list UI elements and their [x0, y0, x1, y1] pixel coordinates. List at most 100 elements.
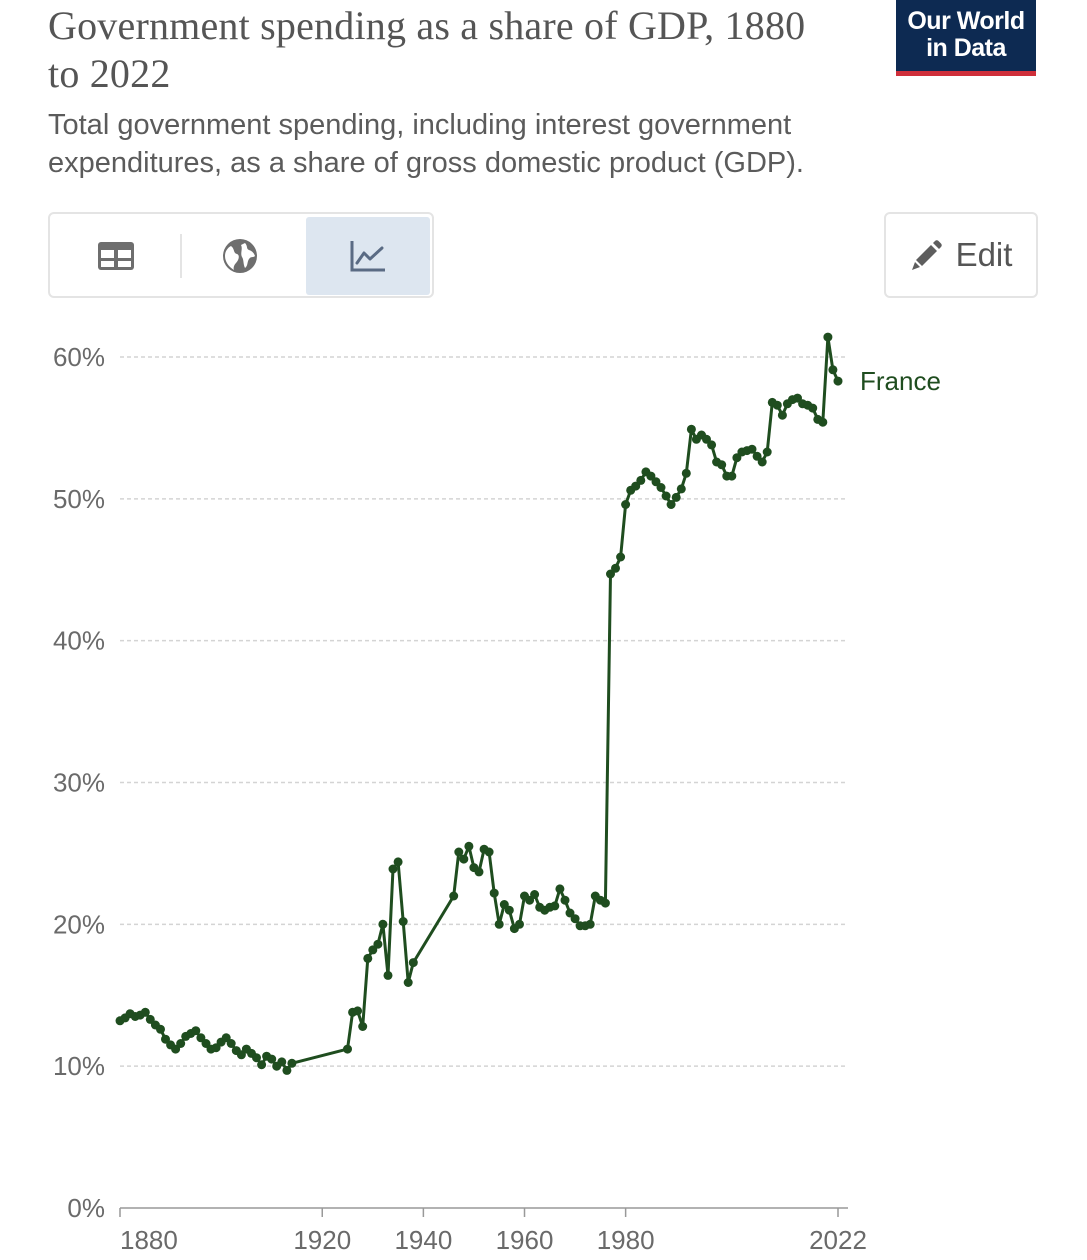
data-point[interactable] — [449, 891, 459, 901]
data-point[interactable] — [287, 1058, 297, 1068]
data-point[interactable] — [383, 970, 393, 980]
data-point[interactable] — [403, 978, 413, 987]
data-point[interactable] — [550, 901, 560, 911]
data-point[interactable] — [823, 332, 833, 342]
data-point[interactable] — [616, 552, 626, 562]
data-point[interactable] — [671, 492, 681, 502]
owid-logo[interactable]: Our World in Data — [896, 0, 1036, 76]
data-point[interactable] — [176, 1039, 186, 1048]
line-chart: 0% 10% 20% 30% 40% 50% 60% 1880 1920 1940 1960 198… — [53, 332, 941, 1255]
data-point[interactable] — [833, 376, 843, 386]
data-point[interactable] — [777, 410, 787, 420]
tab-separator — [180, 234, 182, 278]
data-point[interactable] — [600, 898, 610, 908]
data-point[interactable] — [717, 460, 727, 470]
data-point[interactable] — [636, 475, 646, 485]
globe-icon — [223, 239, 257, 273]
data-point[interactable] — [560, 895, 570, 905]
view-tabs — [48, 212, 434, 298]
x-tick-label: 1880 — [120, 1225, 178, 1255]
data-point[interactable] — [757, 457, 767, 467]
data-point[interactable] — [257, 1060, 267, 1070]
data-point[interactable] — [267, 1054, 277, 1064]
data-point[interactable] — [747, 444, 757, 454]
data-point[interactable] — [772, 400, 782, 410]
series-line[interactable] — [119, 335, 840, 1072]
edit-label: Edit — [955, 236, 1013, 273]
data-point[interactable] — [727, 471, 737, 481]
data-point[interactable] — [828, 365, 838, 375]
data-point[interactable] — [818, 417, 828, 427]
chart-subtitle: Total government spending, including int… — [48, 109, 804, 179]
data-point[interactable] — [515, 919, 524, 929]
data-point[interactable] — [762, 447, 772, 457]
data-point[interactable] — [363, 953, 373, 963]
data-point[interactable] — [156, 1024, 165, 1034]
data-point[interactable] — [454, 847, 464, 857]
series-label: France — [860, 366, 941, 396]
data-point[interactable] — [464, 841, 474, 851]
tab-map[interactable] — [178, 217, 302, 295]
data-point[interactable] — [707, 440, 717, 450]
data-point[interactable] — [661, 491, 671, 501]
data-point[interactable] — [570, 914, 580, 924]
data-point[interactable] — [484, 847, 494, 857]
logo-line-2: in Data — [926, 34, 1006, 62]
data-point[interactable] — [393, 857, 403, 867]
line-chart-icon — [350, 241, 385, 272]
data-point[interactable] — [252, 1053, 261, 1063]
y-tick-label: 60% — [53, 342, 105, 372]
data-point[interactable] — [621, 500, 631, 509]
y-tick-label: 40% — [53, 626, 105, 656]
data-point[interactable] — [611, 563, 620, 573]
data-point[interactable] — [681, 468, 691, 478]
y-tick-label: 30% — [53, 768, 105, 798]
data-point[interactable] — [398, 917, 408, 926]
logo-line-1: Our World — [907, 7, 1025, 35]
pencil-icon — [911, 240, 942, 270]
y-tick-label: 10% — [53, 1051, 105, 1081]
series-france[interactable]: France — [115, 332, 941, 1075]
data-point[interactable] — [555, 884, 565, 894]
edit-button[interactable]: Edit — [884, 212, 1038, 298]
data-point[interactable] — [277, 1057, 287, 1067]
data-point[interactable] — [530, 890, 540, 899]
data-point[interactable] — [656, 483, 666, 492]
data-point[interactable] — [140, 1007, 150, 1017]
tab-table[interactable] — [54, 217, 178, 295]
data-point[interactable] — [343, 1044, 352, 1054]
data-point[interactable] — [388, 864, 398, 874]
data-point[interactable] — [358, 1022, 368, 1031]
data-point[interactable] — [808, 403, 818, 413]
x-tick-label: 2022 — [809, 1225, 867, 1255]
data-point[interactable] — [226, 1039, 236, 1048]
data-point[interactable] — [489, 888, 499, 898]
data-point[interactable] — [378, 919, 388, 929]
data-point[interactable] — [408, 958, 418, 968]
data-point[interactable] — [585, 919, 595, 929]
data-point[interactable] — [666, 500, 676, 509]
x-tick-label: 1980 — [597, 1225, 655, 1255]
data-point[interactable] — [686, 424, 696, 434]
y-tick-label: 20% — [53, 909, 105, 939]
data-point[interactable] — [504, 905, 514, 915]
data-point[interactable] — [459, 854, 469, 864]
data-point[interactable] — [373, 939, 383, 949]
data-point[interactable] — [353, 1006, 363, 1016]
chart-title: Government spending as a share of GDP, 1… — [48, 3, 806, 96]
x-tick-label: 1960 — [496, 1225, 554, 1255]
y-tick-label: 0% — [67, 1193, 105, 1223]
grid-lines — [120, 356, 848, 1067]
x-axis: 1880 1920 1940 1960 1980 2022 — [119, 1207, 867, 1255]
y-tick-label: 50% — [53, 484, 105, 514]
data-point[interactable] — [282, 1065, 292, 1075]
y-axis: 0% 10% 20% 30% 40% 50% 60% — [53, 342, 105, 1223]
data-point[interactable] — [494, 919, 504, 929]
table-icon — [98, 242, 134, 270]
data-point[interactable] — [676, 484, 686, 494]
data-point[interactable] — [474, 867, 484, 877]
x-tick-label: 1940 — [394, 1225, 452, 1255]
data-point[interactable] — [191, 1026, 201, 1036]
tab-chart[interactable] — [306, 217, 430, 295]
x-tick-label: 1920 — [293, 1225, 351, 1255]
